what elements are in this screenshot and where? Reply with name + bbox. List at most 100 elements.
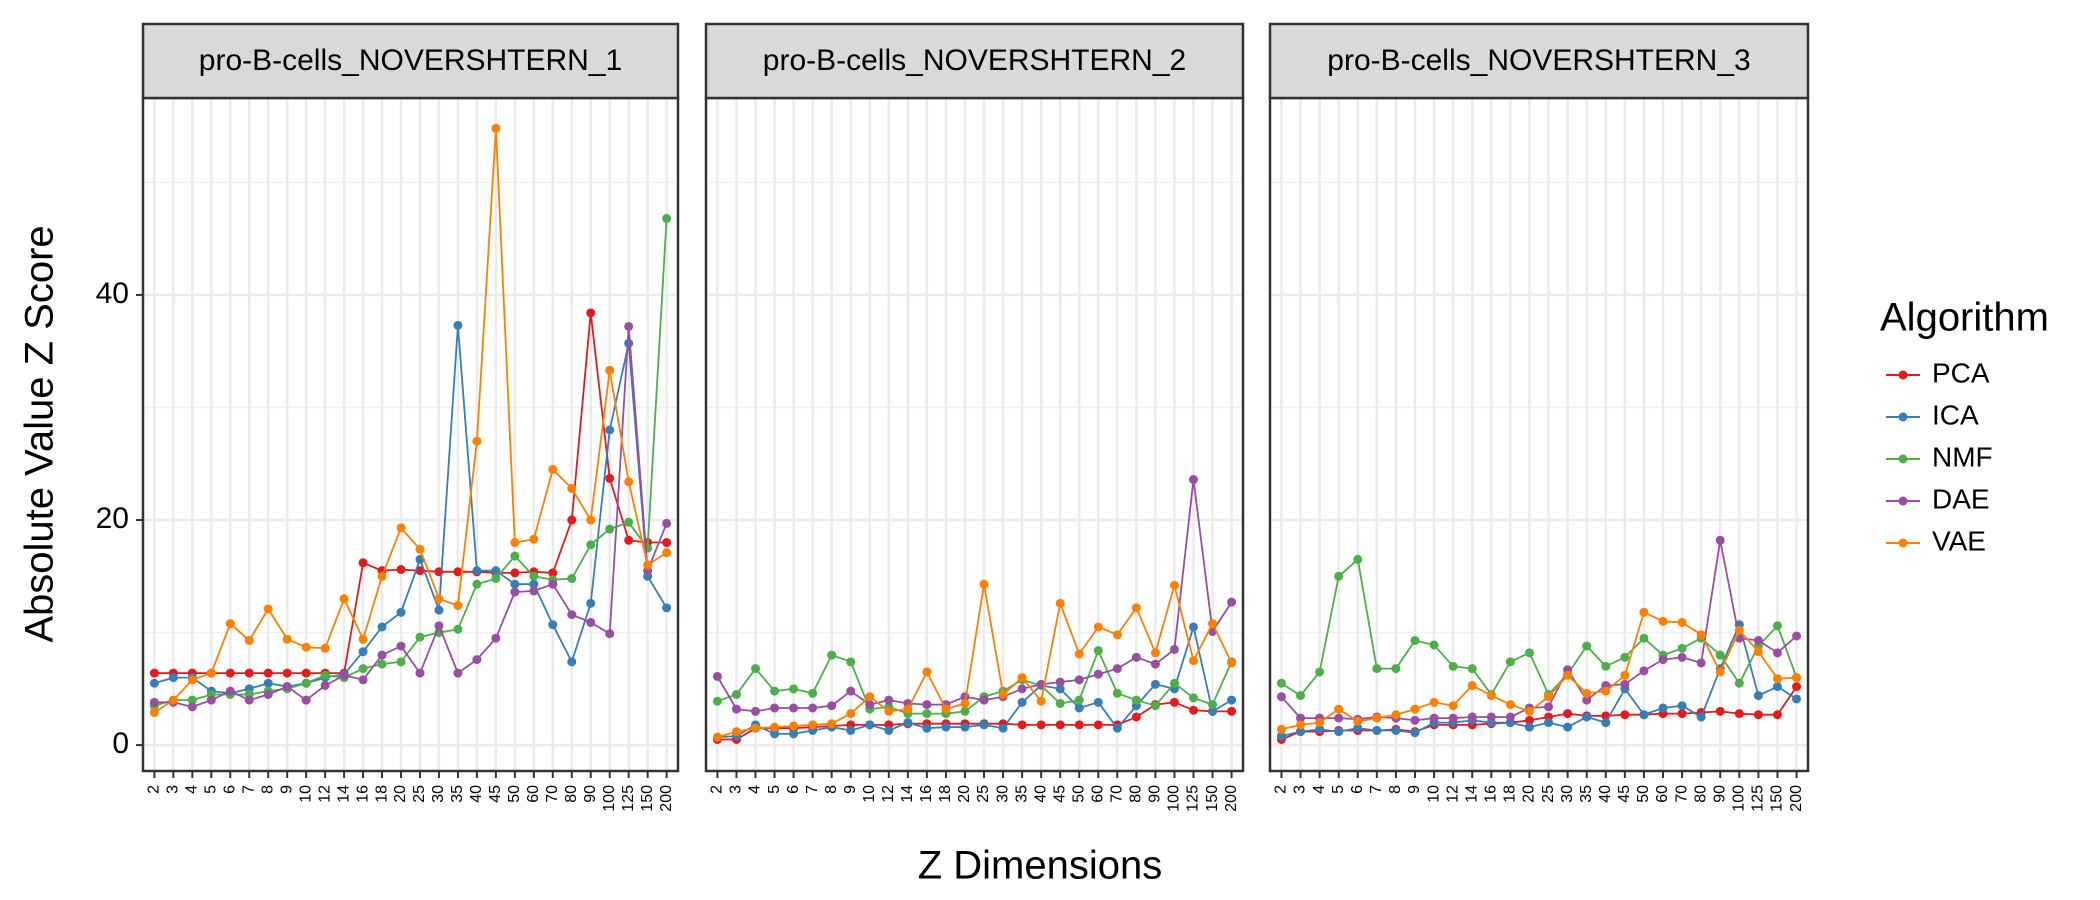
x-tick-label: 90 [1147, 785, 1164, 803]
data-point [567, 574, 577, 584]
data-point [149, 668, 159, 678]
data-point [770, 703, 780, 713]
data-point [434, 594, 444, 604]
series-line [153, 128, 668, 714]
data-point [510, 568, 520, 578]
x-tick-label: 70 [1109, 785, 1126, 803]
data-point [149, 697, 159, 707]
data-point [1017, 697, 1027, 707]
series-line [154, 218, 668, 707]
data-point [662, 548, 672, 558]
data-point [1544, 692, 1554, 702]
data-point [998, 689, 1008, 699]
data-point [941, 704, 951, 714]
data-point [453, 567, 463, 577]
data-point [731, 704, 741, 714]
data-point [884, 695, 894, 705]
data-point [1772, 682, 1782, 692]
data-point [1677, 652, 1687, 662]
data-point [1563, 670, 1573, 680]
x-tick-label: 5 [766, 785, 783, 794]
data-point [1055, 598, 1065, 608]
data-point [415, 566, 425, 576]
x-tick-label: 25 [1540, 785, 1557, 803]
data-point [396, 657, 406, 667]
data-point [1448, 661, 1458, 671]
data-point [586, 515, 596, 525]
data-point [827, 701, 837, 711]
data-point [789, 684, 799, 694]
data-point [1524, 648, 1534, 658]
strip [141, 22, 680, 100]
data-point [1620, 710, 1630, 720]
data-point [1188, 656, 1198, 666]
data-point [529, 534, 539, 544]
data-point [1131, 652, 1141, 662]
data-point [1017, 720, 1027, 730]
x-tick-label: 2 [1273, 785, 1290, 794]
x-tick-label: 4 [1311, 785, 1328, 794]
data-point [529, 586, 539, 596]
data-point [1715, 535, 1725, 545]
x-tick-label: 60 [1654, 785, 1671, 803]
data-point [434, 621, 444, 631]
data-point [491, 633, 501, 643]
x-tick-label: 70 [544, 785, 561, 803]
data-point [510, 551, 520, 561]
data-point [846, 725, 856, 735]
data-point [1353, 716, 1363, 726]
data-point [1677, 617, 1687, 627]
data-point [301, 668, 311, 678]
data-point [643, 560, 653, 570]
data-point [301, 678, 311, 688]
series-line [1281, 621, 1798, 737]
x-tick-label: 18 [373, 785, 390, 803]
data-point [1093, 669, 1103, 679]
data-point [244, 635, 254, 645]
data-point [187, 675, 197, 685]
x-tick-label: 25 [411, 785, 428, 803]
x-tick-label: 8 [1387, 785, 1404, 794]
data-point [731, 689, 741, 699]
x-tick-label: 20 [1521, 785, 1538, 803]
data-point [1582, 641, 1592, 651]
data-point [1734, 709, 1744, 719]
y-tick-label: 40 [96, 277, 129, 310]
series-line [154, 325, 668, 695]
data-point [960, 698, 970, 708]
data-point [1639, 710, 1649, 720]
data-point [225, 686, 235, 696]
data-point [922, 700, 932, 710]
x-tick-label: 14 [335, 785, 352, 803]
data-point [434, 605, 444, 615]
y-tick-label: 0 [112, 727, 129, 760]
strip [704, 22, 1245, 100]
x-tick-label: 200 [658, 785, 675, 812]
data-point [396, 523, 406, 533]
data-point [1227, 658, 1237, 668]
data-point [1620, 670, 1630, 680]
data-point [491, 574, 501, 584]
x-tick-label: 18 [937, 785, 954, 803]
x-tick-label: 100 [1166, 785, 1183, 812]
data-point [1208, 706, 1218, 716]
y-tick-label: 20 [96, 502, 129, 535]
data-point [1055, 684, 1065, 694]
data-point [827, 719, 837, 729]
y-axis-label: Absolute Value Z Score [18, 225, 62, 642]
data-point [1150, 701, 1160, 711]
data-point [1074, 720, 1084, 730]
x-tick-label: 30 [994, 785, 1011, 803]
data-point [396, 565, 406, 575]
x-tick-label: 10 [1425, 785, 1442, 803]
x-tick-label: 125 [1750, 785, 1767, 812]
data-point [789, 703, 799, 713]
data-point [979, 695, 989, 705]
data-point [865, 720, 875, 730]
data-point [377, 571, 387, 581]
data-point [1715, 706, 1725, 716]
data-point [846, 657, 856, 667]
x-tick-label: 80 [1692, 785, 1709, 803]
data-point [1505, 700, 1515, 710]
x-tick-label: 7 [240, 785, 257, 794]
